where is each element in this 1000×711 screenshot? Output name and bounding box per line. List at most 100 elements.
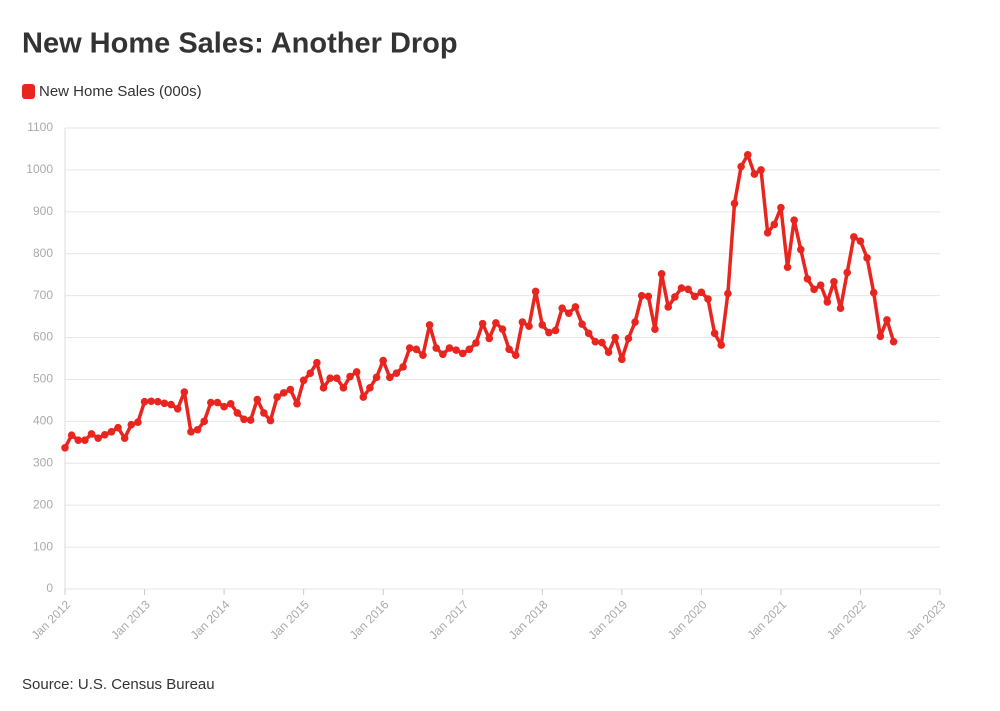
point [478, 319, 487, 328]
point [213, 398, 222, 407]
point [240, 415, 248, 424]
point [200, 417, 209, 426]
point [737, 162, 745, 171]
point [279, 389, 288, 397]
point [120, 434, 129, 442]
point [558, 304, 566, 313]
point [246, 416, 255, 424]
point [233, 409, 242, 417]
point [631, 318, 639, 326]
point [571, 303, 580, 311]
point [127, 420, 136, 429]
y-tick-label: 500 [33, 372, 53, 386]
point [796, 245, 805, 254]
point [564, 309, 573, 318]
point [803, 275, 812, 283]
point [260, 409, 268, 417]
point [690, 292, 699, 301]
point [266, 416, 275, 425]
point [790, 216, 798, 224]
point [850, 233, 858, 241]
y-tick-label: 400 [33, 414, 53, 428]
y-tick-label: 1100 [27, 120, 53, 134]
point [379, 356, 387, 365]
point [425, 321, 434, 329]
point [717, 341, 726, 349]
point [359, 393, 368, 401]
line [63, 153, 896, 449]
point [783, 263, 792, 271]
point [134, 418, 142, 427]
point [472, 339, 480, 347]
point [492, 319, 500, 327]
point [704, 295, 712, 303]
y-tick-label: 100 [33, 539, 53, 553]
y-tick-label: 800 [33, 246, 53, 260]
x-tick-label: Jan 2012 [29, 597, 74, 642]
point [531, 287, 540, 296]
point [399, 363, 407, 371]
source: Source: U.S. Census Bureau [22, 676, 215, 693]
point [876, 332, 885, 341]
point [883, 316, 891, 324]
point [856, 237, 865, 245]
point [644, 292, 653, 301]
point [684, 285, 692, 294]
x-tick-label: Jan 2017 [426, 597, 471, 642]
point [94, 434, 102, 442]
point [671, 293, 679, 301]
y-tick-label: 300 [33, 455, 53, 469]
point [485, 334, 494, 343]
point [525, 322, 533, 331]
point [511, 351, 520, 359]
point [253, 395, 262, 404]
point [578, 320, 586, 328]
y-tick-label: 1000 [26, 162, 53, 176]
point [332, 374, 341, 382]
point [346, 372, 354, 381]
point [100, 430, 109, 439]
point [180, 388, 189, 396]
point [313, 358, 321, 367]
point [419, 351, 427, 359]
chart-title: New Home Sales: Another Drop [22, 28, 458, 60]
point [226, 399, 235, 408]
point [863, 254, 871, 262]
point [352, 368, 361, 376]
x-tick-label: Jan 2014 [188, 597, 233, 642]
point [299, 376, 308, 385]
point [518, 318, 527, 326]
point [167, 400, 175, 409]
point [372, 373, 381, 382]
x-tick-label: Jan 2021 [744, 597, 789, 642]
point [505, 345, 513, 354]
point [412, 345, 421, 354]
point [545, 328, 553, 337]
point [339, 384, 348, 392]
y-tick-label: 700 [33, 288, 53, 302]
point [770, 220, 779, 229]
point [551, 326, 560, 335]
point [743, 151, 752, 159]
point [730, 199, 739, 208]
point [87, 430, 96, 438]
point [140, 397, 149, 406]
point [710, 329, 719, 338]
point [154, 397, 162, 406]
point [598, 338, 606, 347]
y-tick-label: 200 [33, 497, 53, 511]
y-tick-label: 600 [33, 330, 53, 344]
x-tick-label: Jan 2018 [506, 597, 551, 642]
point [405, 344, 414, 352]
point [386, 373, 394, 382]
point [306, 369, 315, 377]
point [173, 404, 182, 413]
point [677, 284, 686, 292]
point [604, 348, 613, 357]
point [584, 329, 593, 338]
point [160, 399, 169, 408]
x-tick-label: Jan 2015 [267, 597, 312, 642]
point [538, 321, 547, 329]
point [273, 393, 281, 401]
